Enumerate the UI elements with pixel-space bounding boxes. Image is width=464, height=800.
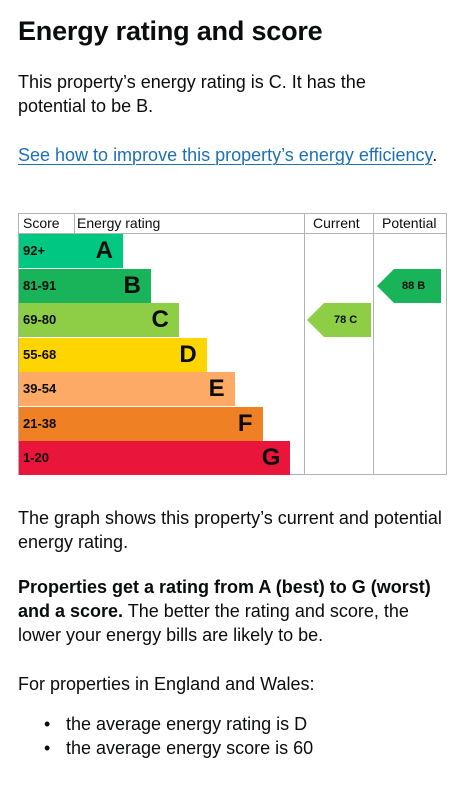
rating-band-d: 55-68 D <box>19 337 207 372</box>
average-rating-item: the average energy rating is D <box>18 712 448 736</box>
rating-explanation-rest: The better the rating and score, the low… <box>18 601 409 645</box>
current-rating-arrow: 78 C <box>307 303 371 337</box>
potential-rating-arrow: 88 B <box>377 268 441 303</box>
rating-band-c: 69-80 C <box>19 303 179 337</box>
band-score-range: 69-80 <box>23 312 57 327</box>
band-score-range: 39-54 <box>23 381 57 396</box>
potential-column-divider <box>373 214 374 474</box>
rating-band-g: 1-20 G <box>19 441 291 475</box>
band-score-range: 1-20 <box>23 450 50 465</box>
band-letter: A <box>95 237 113 264</box>
current-column-divider <box>304 214 305 474</box>
band-score-range: 55-68 <box>23 346 57 362</box>
rating-band-b: 81-91 B <box>19 268 151 303</box>
header-potential: Potential <box>382 215 437 231</box>
band-score-range: 21-38 <box>23 415 57 431</box>
band-score-range: 81-91 <box>23 277 57 293</box>
rating-band-f: 21-38 F <box>19 406 263 441</box>
band-letter: G <box>261 444 281 471</box>
score-column-divider <box>74 214 75 233</box>
potential-arrow-shape <box>377 268 441 303</box>
improve-link-suffix: . <box>432 145 438 165</box>
energy-rating-chart: Score Energy rating Current Potential 92… <box>18 213 447 475</box>
rating-band-a: 92+ A <box>19 234 123 268</box>
average-intro: For properties in England and Wales: <box>18 674 315 694</box>
rating-explanation-bold: Properties get a rating from A (best) to… <box>18 577 431 621</box>
header-current: Current <box>313 215 360 231</box>
band-letter: E <box>208 375 225 402</box>
band-letter: F <box>237 409 253 437</box>
header-divider <box>19 233 446 234</box>
current-rating-value: 78 C <box>334 314 358 326</box>
potential-rating-value: 88 B <box>402 279 426 292</box>
band-letter: D <box>179 340 197 368</box>
rating-band-e: 39-54 E <box>19 372 235 406</box>
header-score: Score <box>23 215 60 231</box>
header-energy-rating: Energy rating <box>77 215 161 231</box>
averages-list: the average energy rating is D the avera… <box>18 712 448 760</box>
improve-paragraph: See how to improve this property’s energ… <box>18 143 438 167</box>
average-score-item: the average energy score is 60 <box>18 736 448 760</box>
band-score-range: 92+ <box>23 243 46 258</box>
improve-efficiency-link[interactable]: See how to improve this property’s energ… <box>18 145 433 165</box>
rating-summary: This property’s energy rating is C. It h… <box>18 72 366 116</box>
band-letter: B <box>123 271 141 299</box>
current-arrow-shape <box>307 303 371 337</box>
page-title: Energy rating and score <box>18 16 323 46</box>
graph-description: The graph shows this property’s current … <box>18 508 442 552</box>
rating-explanation: Properties get a rating from A (best) to… <box>18 575 448 647</box>
band-letter: C <box>151 306 169 333</box>
